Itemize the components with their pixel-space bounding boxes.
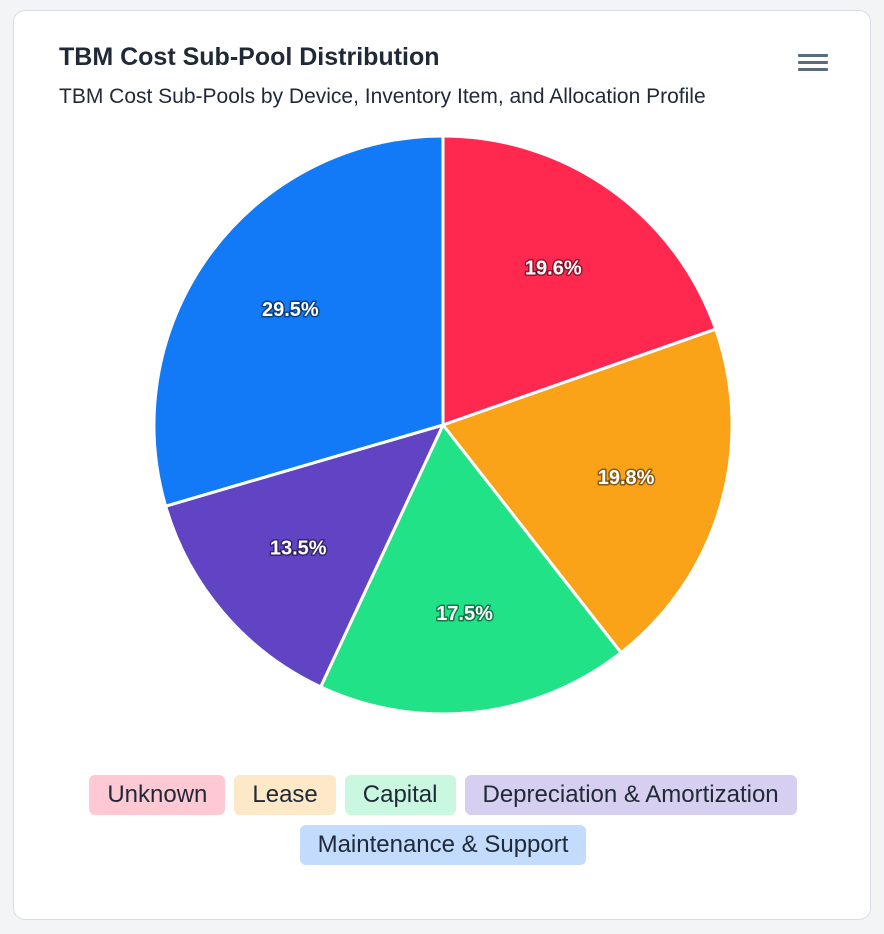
pie-slice-4[interactable] xyxy=(152,134,445,508)
legend-item[interactable]: Lease xyxy=(234,775,336,815)
slice-data-label: 19.8% xyxy=(598,467,655,489)
legend-item[interactable]: Unknown xyxy=(89,775,226,815)
pie-slice-2[interactable] xyxy=(319,423,623,716)
chart-subtitle: TBM Cost Sub-Pools by Device, Inventory … xyxy=(59,85,706,108)
chart-legend: Unknown Lease Capital Depreciation & Amorti… xyxy=(14,775,872,865)
pie-slice-1[interactable] xyxy=(441,327,734,655)
legend-item[interactable]: Maintenance & Support xyxy=(299,825,587,865)
pie-slice-3[interactable] xyxy=(164,423,445,689)
chart-title: TBM Cost Sub-Pool Distribution xyxy=(59,43,440,71)
chart-card: TBM Cost Sub-Pool Distribution TBM Cost … xyxy=(13,10,871,920)
slice-data-label: 13.5% xyxy=(270,537,327,559)
slice-data-label: 17.5% xyxy=(436,603,493,625)
legend-item[interactable]: Depreciation & Amortization xyxy=(464,775,797,815)
legend-item[interactable]: Capital xyxy=(344,775,456,815)
pie-chart: 19.6% 19.8% 17.5% 13.5% 29.5% xyxy=(152,134,734,716)
hamburger-menu-icon[interactable] xyxy=(796,51,830,75)
slice-data-label: 29.5% xyxy=(262,299,319,321)
slice-data-label: 19.6% xyxy=(525,258,582,280)
